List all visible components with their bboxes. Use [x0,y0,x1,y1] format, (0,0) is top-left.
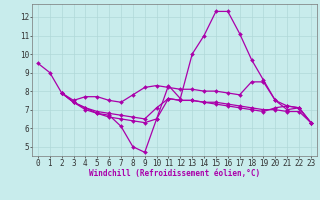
X-axis label: Windchill (Refroidissement éolien,°C): Windchill (Refroidissement éolien,°C) [89,169,260,178]
